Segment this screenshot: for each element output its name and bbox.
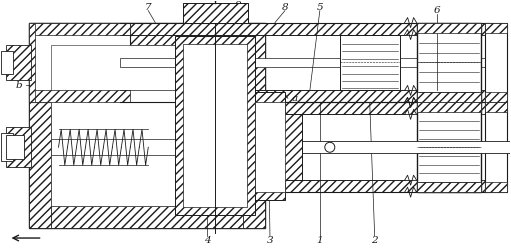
Text: 3: 3 [267,236,273,244]
Bar [29,22,130,34]
Bar [183,3,248,22]
Text: 9: 9 [235,1,241,10]
Text: 6: 6 [433,6,440,15]
Bar [255,102,285,192]
Text: d: d [193,3,199,12]
Bar [485,22,507,32]
Bar [255,114,490,180]
Text: 4: 4 [204,236,211,244]
Bar [121,22,490,34]
Bar [485,102,507,192]
Text: 7: 7 [145,3,152,12]
Bar [416,92,481,102]
Bar [485,102,507,112]
Text: 1: 1 [316,236,323,244]
Bar [6,44,31,80]
Bar [29,22,130,102]
Bar [29,22,51,228]
Text: 2: 2 [371,236,378,244]
Bar [51,44,243,206]
Bar [302,141,511,153]
Bar [6,127,31,167]
Bar [243,22,265,228]
Text: b: b [15,81,22,90]
Bar [1,50,13,74]
Bar [485,182,507,192]
Bar [175,36,255,215]
Bar [485,92,507,102]
Bar [255,102,490,114]
Bar [29,22,265,228]
Bar [29,22,35,102]
Bar [416,182,481,192]
Bar [282,114,302,180]
Bar [121,34,490,90]
Bar [29,22,265,44]
Bar [29,206,265,228]
Bar [255,180,490,192]
Bar [255,92,285,200]
Bar [416,22,481,102]
Bar [121,90,490,102]
Bar [485,22,507,102]
Bar [416,102,481,112]
Text: 8: 8 [282,3,288,12]
Text: a: a [292,94,298,103]
Text: 5: 5 [316,3,323,12]
Bar [51,139,243,155]
Bar [416,102,481,192]
Bar [416,22,481,32]
Bar [121,58,490,68]
Bar [6,135,24,159]
Bar [29,90,130,102]
Bar [183,44,247,207]
Bar [340,34,400,90]
Bar [1,133,13,161]
